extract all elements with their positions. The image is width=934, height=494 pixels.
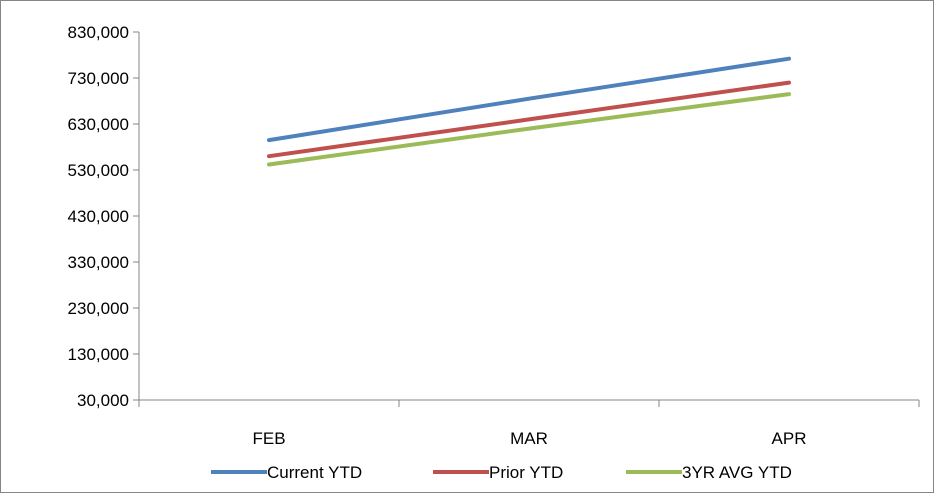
x-tick-label: FEB [252, 429, 285, 448]
y-tick-label: 830,000 [68, 23, 129, 42]
y-tick-label: 430,000 [68, 207, 129, 226]
y-tick-label: 630,000 [68, 115, 129, 134]
y-tick-label: 30,000 [77, 391, 129, 410]
legend-label: Current YTD [267, 463, 362, 482]
x-axis-ticks: FEB MAR APR [139, 400, 919, 448]
y-axis-ticks: 30,000 130,000 230,000 330,000 430,000 530,00… [68, 23, 139, 410]
x-tick-label: MAR [510, 429, 548, 448]
legend-label: 3YR AVG YTD [682, 463, 792, 482]
y-tick-label: 530,000 [68, 161, 129, 180]
series-lines [269, 59, 789, 165]
legend: Current YTD Prior YTD 3YR AVG YTD [211, 463, 792, 482]
y-tick-label: 230,000 [68, 299, 129, 318]
y-tick-label: 730,000 [68, 69, 129, 88]
x-tick-label: APR [772, 429, 807, 448]
y-tick-label: 330,000 [68, 253, 129, 272]
legend-label: Prior YTD [489, 463, 563, 482]
axes [139, 32, 919, 400]
y-tick-label: 130,000 [68, 345, 129, 364]
